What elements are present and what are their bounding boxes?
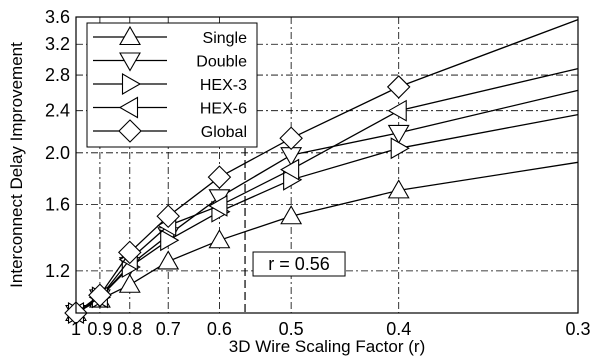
- data-point: [208, 194, 228, 217]
- legend: Single Double HEX-3 HEX-6 Global: [86, 22, 258, 148]
- y-tick-label: 1.6: [45, 194, 70, 214]
- legend-item: HEX-3: [93, 73, 247, 95]
- y-tick-label: 2.0: [45, 143, 70, 163]
- legend-marker: [118, 119, 142, 143]
- series-layer: [64, 18, 579, 325]
- legend-marker: [119, 25, 141, 46]
- data-point: [386, 75, 411, 99]
- x-tick-label: 0.6: [207, 319, 232, 339]
- x-tick-label: 0.5: [279, 319, 304, 339]
- data-point: [280, 158, 300, 181]
- legend-item: HEX-6: [93, 96, 247, 119]
- y-tick-label: 1.2: [45, 261, 70, 281]
- y-tick-label: 3.2: [45, 34, 70, 54]
- y-tick-label: 2.4: [45, 101, 70, 121]
- data-point: [387, 179, 410, 199]
- x-axis-label: 3D Wire Scaling Factor (r): [229, 337, 425, 356]
- x-tick-label: 0.4: [386, 319, 411, 339]
- series-line: [75, 161, 579, 314]
- legend-label: Single: [203, 30, 248, 47]
- data-point: [156, 204, 180, 229]
- x-tick-label: 0.7: [156, 319, 181, 339]
- legend-marker: [121, 73, 142, 95]
- series-single: [65, 161, 579, 322]
- data-point: [118, 273, 141, 293]
- legend-label: Double: [196, 54, 247, 71]
- legend-marker: [119, 52, 141, 72]
- tick-labels: 1 0.9 0.8 0.7 0.6 0.5 0.4 0.3 1.2 1.6 2.0 2.4 2.8 3.2…: [45, 7, 591, 339]
- y-axis-label: Interconnect Delay Improvement: [7, 42, 26, 288]
- legend-item: Double: [93, 52, 247, 72]
- data-point: [387, 124, 410, 145]
- annotation-box: [252, 251, 346, 277]
- legend-label: HEX-3: [200, 77, 247, 94]
- x-tick-label: 0.8: [117, 319, 142, 339]
- data-point: [280, 205, 303, 225]
- series-global: [64, 18, 579, 325]
- data-point: [390, 137, 410, 160]
- legend-label: Global: [201, 124, 247, 141]
- annotation-layer: r = 0.56: [252, 251, 346, 277]
- legend-label: HEX-6: [200, 101, 247, 118]
- legend-box: [86, 22, 258, 148]
- x-tick-label: 1: [71, 319, 81, 339]
- data-point: [157, 250, 180, 270]
- y-tick-label: 3.6: [45, 7, 70, 27]
- data-point: [208, 229, 231, 249]
- data-point: [160, 229, 180, 252]
- data-point: [88, 283, 112, 307]
- y-tick-label: 2.8: [45, 65, 70, 85]
- legend-item: Single: [93, 25, 248, 47]
- data-point: [387, 99, 407, 122]
- series-line: [75, 18, 579, 314]
- x-tick-label: 0.3: [565, 319, 590, 339]
- legend-item: Global: [93, 119, 247, 143]
- legend-marker: [118, 96, 139, 119]
- data-point: [279, 126, 303, 151]
- data-point: [207, 165, 232, 189]
- plot-frame: [75, 16, 579, 314]
- annotation-text: r = 0.56: [268, 254, 330, 274]
- x-tick-label: 0.9: [87, 319, 112, 339]
- data-point: [118, 240, 142, 265]
